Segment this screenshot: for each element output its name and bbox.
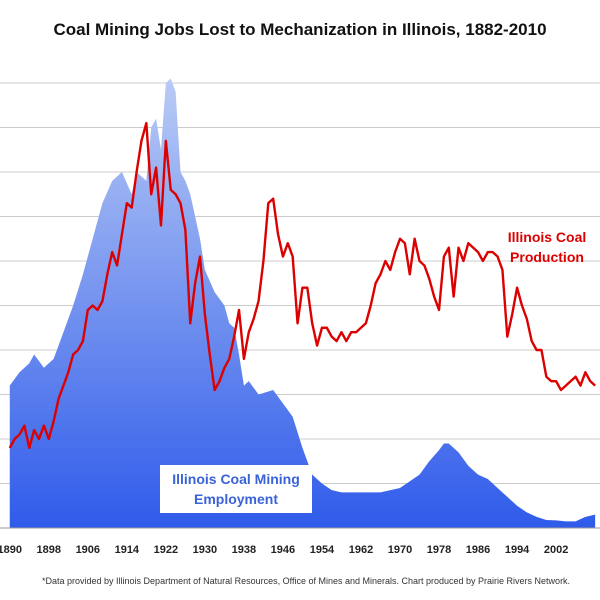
employment-label-line-2: Employment (194, 491, 278, 507)
x-tick-label-1898: 1898 (37, 544, 61, 556)
x-tick-label-1970: 1970 (388, 544, 412, 556)
series-production-line (8, 121, 596, 450)
chart-title: Coal Mining Jobs Lost to Mechanization i… (53, 20, 547, 39)
employment-label-background (160, 465, 312, 513)
x-axis: 1890 1898 1906 1914 1922 1930 1938 1946 1954 1962… (0, 527, 600, 556)
x-tick-label-1994: 1994 (505, 544, 530, 556)
x-tick-label-1914: 1914 (115, 544, 140, 556)
production-label-line-2: Production (510, 249, 584, 265)
x-tick-label-1986: 1986 (466, 544, 490, 556)
production-line-layer (8, 121, 596, 450)
production-label-line-1: Illinois Coal (508, 229, 587, 245)
source-note: *Data provided by Illinois Department of… (42, 576, 571, 586)
x-tick-label-1938: 1938 (232, 544, 256, 556)
x-tick-label-1946: 1946 (271, 544, 295, 556)
series-employment-area (9, 78, 596, 529)
x-tick-label-1890: 1890 (0, 544, 22, 556)
x-tick-label-1954: 1954 (310, 544, 335, 556)
x-tick-label-1978: 1978 (427, 544, 451, 556)
employment-label-line-1: Illinois Coal Mining (172, 471, 300, 487)
x-tick-label-2002: 2002 (544, 544, 568, 556)
x-tick-label-1962: 1962 (349, 544, 373, 556)
x-tick-label-1922: 1922 (154, 544, 178, 556)
x-tick-label-1906: 1906 (76, 544, 100, 556)
series-labels: Illinois Coal Production Illinois Coal Min… (160, 229, 586, 513)
x-tick-label-1930: 1930 (193, 544, 217, 556)
employment-area-layer (9, 78, 596, 529)
